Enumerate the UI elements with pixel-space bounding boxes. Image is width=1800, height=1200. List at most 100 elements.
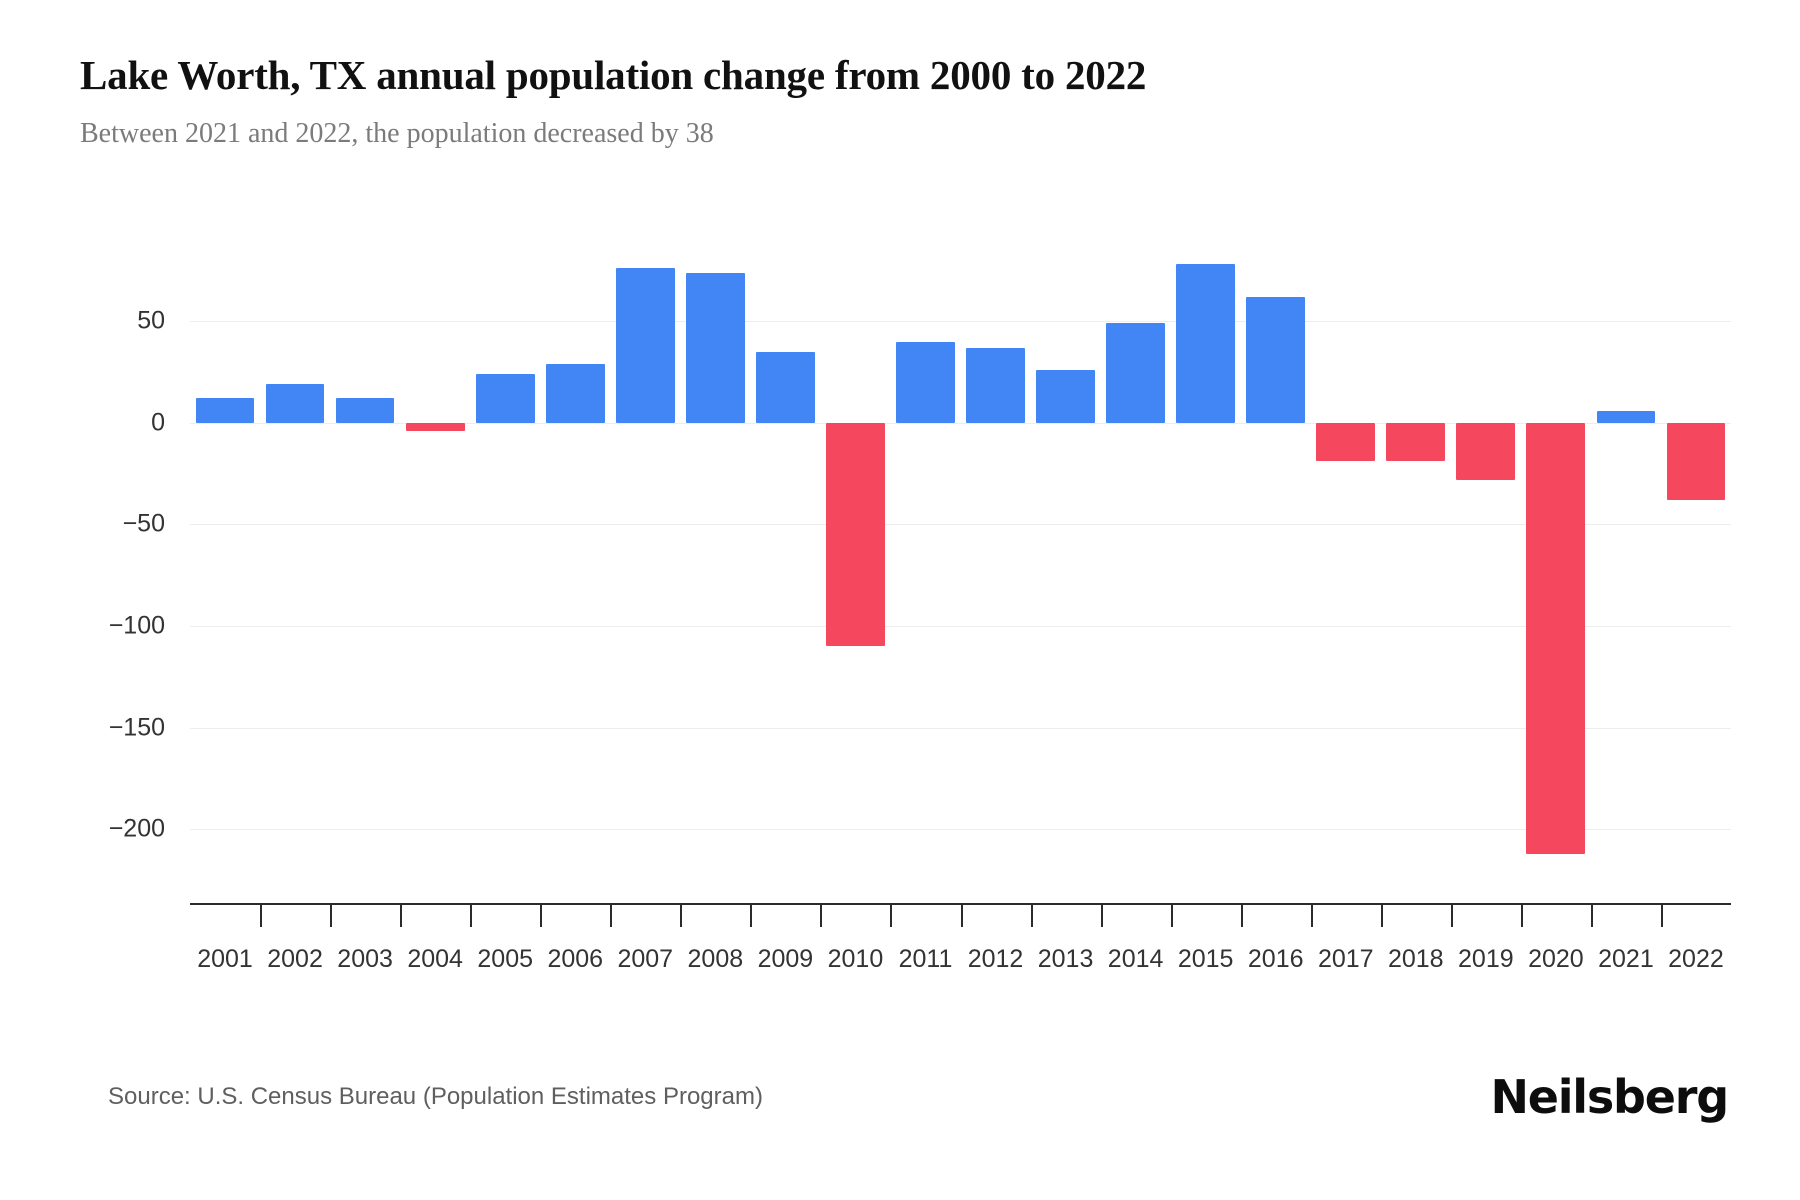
x-axis-label-2013: 2013 [1037, 945, 1094, 973]
x-axis-tick [890, 905, 893, 927]
gridline-neg50 [190, 524, 1731, 526]
x-axis-tick [1030, 905, 1033, 927]
bar-slot [400, 240, 470, 880]
bar-slot [961, 240, 1031, 880]
bar-slot [610, 240, 680, 880]
x-axis-label-2009: 2009 [757, 945, 814, 973]
x-axis-label-2015: 2015 [1177, 945, 1234, 973]
x-axis-label-2012: 2012 [967, 945, 1024, 973]
bar-2018[interactable] [1386, 422, 1446, 462]
x-axis-tick [330, 905, 333, 927]
x-axis-tick [1520, 905, 1523, 927]
y-axis-tick-label: −200 [108, 814, 165, 843]
x-axis-tick [610, 905, 613, 927]
bar-2016[interactable] [1246, 296, 1306, 423]
y-axis-tick-label: 0 [151, 408, 165, 437]
bar-2019[interactable] [1456, 422, 1516, 480]
bar-2014[interactable] [1106, 323, 1165, 423]
x-axis-tick [750, 905, 753, 927]
bar-2010[interactable] [826, 422, 885, 647]
bar-slot [1451, 240, 1521, 880]
bar-2015[interactable] [1176, 264, 1236, 423]
bar-slot [890, 240, 960, 880]
bar-2006[interactable] [545, 363, 605, 423]
bar-slot [1311, 240, 1381, 880]
bar-slot [260, 240, 330, 880]
x-axis-label-2003: 2003 [337, 945, 393, 973]
x-axis-label-2020: 2020 [1528, 945, 1584, 973]
bar-slot [1521, 240, 1591, 880]
x-axis-tick [680, 905, 683, 927]
y-axis-tick-label: 50 [137, 306, 165, 335]
x-axis-label-2006: 2006 [547, 945, 604, 973]
gridline-0 [190, 422, 1731, 424]
x-axis-tick [260, 905, 263, 927]
bar-slot [470, 240, 540, 880]
gridline-50 [190, 321, 1731, 323]
x-axis-tick [1100, 905, 1103, 927]
bar-slot [1101, 240, 1171, 880]
gridline-neg100 [190, 626, 1731, 628]
y-axis-tick-label: −100 [108, 611, 165, 640]
x-axis-label-2004: 2004 [407, 945, 463, 973]
x-axis-tick [1380, 905, 1383, 927]
y-axis-tick-label: −150 [108, 713, 165, 742]
x-axis-tick [960, 905, 963, 927]
bar-2009[interactable] [755, 351, 815, 423]
bar-2011[interactable] [896, 341, 955, 423]
x-axis-label-2014: 2014 [1107, 945, 1164, 973]
x-axis-tick [1170, 905, 1173, 927]
bar-2021[interactable] [1596, 410, 1656, 423]
chart-header: Lake Worth, TX annual population change … [80, 52, 1720, 151]
bar-slot [820, 240, 890, 880]
bar-slot [1031, 240, 1101, 880]
x-axis-label-2017: 2017 [1317, 945, 1374, 973]
bars-group [190, 240, 1731, 880]
gridline-neg200 [190, 829, 1731, 831]
bar-2002[interactable] [265, 384, 325, 423]
x-axis-tick [1660, 905, 1663, 927]
x-axis-tick [1310, 905, 1313, 927]
bar-slot [1171, 240, 1241, 880]
brand-logo: Neilsberg [1490, 1070, 1729, 1124]
bar-2013[interactable] [1036, 370, 1095, 423]
bar-slot [1661, 240, 1731, 880]
bar-2008[interactable] [685, 272, 745, 423]
bar-slot [1241, 240, 1311, 880]
x-axis-label-2021: 2021 [1598, 945, 1654, 973]
bar-slot [680, 240, 750, 880]
gridline-neg150 [190, 727, 1731, 729]
x-axis-label-2016: 2016 [1247, 945, 1304, 973]
x-axis-label-2018: 2018 [1387, 945, 1444, 973]
bar-slot [1381, 240, 1451, 880]
chart-subtitle: Between 2021 and 2022, the population de… [80, 118, 714, 150]
x-axis-tick [540, 905, 543, 927]
source-note: Source: U.S. Census Bureau (Population E… [108, 1083, 763, 1110]
x-axis-label-2019: 2019 [1458, 945, 1514, 973]
bar-2017[interactable] [1316, 422, 1376, 462]
x-axis-label-2022: 2022 [1668, 945, 1724, 973]
x-axis-label-2007: 2007 [617, 945, 674, 973]
bar-2020[interactable] [1526, 422, 1586, 854]
bar-2012[interactable] [966, 347, 1025, 423]
x-axis-label-2002: 2002 [267, 945, 323, 973]
bar-slot [540, 240, 610, 880]
x-axis-tick [400, 905, 403, 927]
bar-2005[interactable] [475, 374, 535, 423]
x-axis-label-2011: 2011 [898, 945, 953, 973]
x-axis-tick [820, 905, 823, 927]
x-axis-label-2008: 2008 [687, 945, 744, 973]
bar-2004[interactable] [405, 422, 465, 431]
bar-2022[interactable] [1666, 422, 1726, 501]
x-axis-tick [1450, 905, 1453, 927]
x-axis-label-2001: 2001 [197, 945, 253, 973]
x-axis-tick [1590, 905, 1593, 927]
bar-2007[interactable] [615, 268, 675, 423]
page-title: Lake Worth, TX annual population change … [80, 52, 1147, 98]
bar-slot [190, 240, 260, 880]
bar-2001[interactable] [195, 398, 255, 423]
x-axis-label-2005: 2005 [477, 945, 534, 973]
bar-2003[interactable] [335, 398, 395, 423]
